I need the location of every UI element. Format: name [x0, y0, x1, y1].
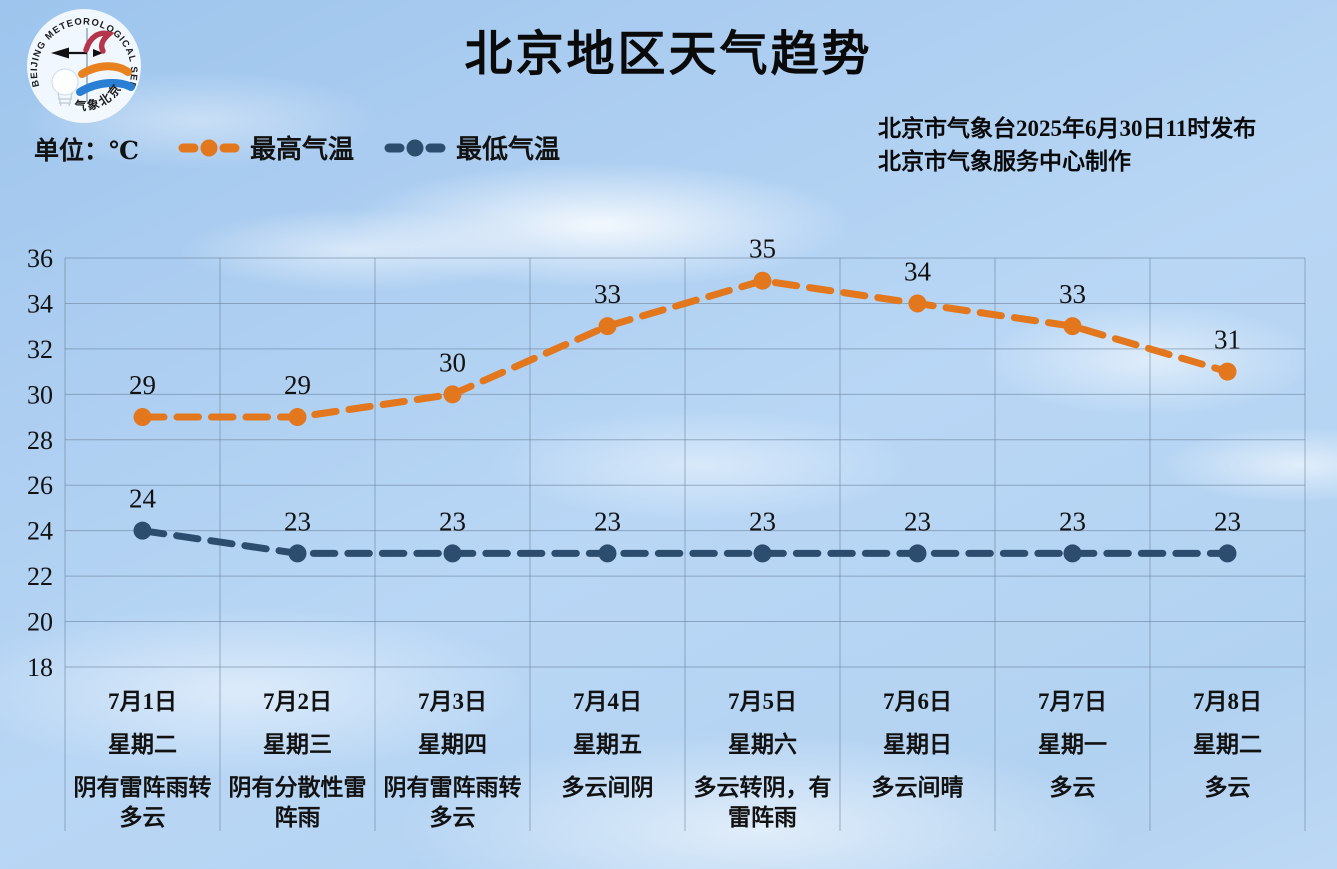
data-point	[443, 385, 462, 404]
x-date-label: 7月3日	[418, 689, 487, 714]
y-tick-label: 32	[27, 335, 53, 364]
radar-tower	[57, 92, 73, 107]
publisher-info: 北京市气象台2025年6月30日11时发布 北京市气象服务中心制作	[878, 112, 1256, 178]
x-date-label: 7月4日	[573, 689, 642, 714]
x-weather-label: 雷阵雨	[728, 804, 797, 830]
value-label: 29	[129, 370, 156, 400]
y-tick-label: 30	[27, 380, 53, 409]
x-weather-label: 多云	[120, 804, 166, 830]
x-weather-label: 多云转阴，有	[694, 774, 832, 800]
x-weather-label: 阴有雷阵雨转	[74, 774, 212, 800]
unit-label: 单位：℃	[34, 138, 139, 165]
x-weekday-label: 星期日	[883, 732, 952, 757]
publisher-line-issued: 北京市气象台2025年6月30日11时发布	[878, 116, 1257, 141]
value-label: 33	[594, 279, 621, 309]
beijing-meteorological-service-logo: BEIJING METEOROLOGICAL SERVICE 气象北京	[20, 0, 144, 126]
y-tick-label: 34	[27, 289, 53, 318]
legend-item-min-temp: 最低气温	[384, 129, 560, 166]
value-label: 31	[1214, 325, 1241, 355]
value-label: 23	[904, 506, 931, 536]
data-point	[753, 271, 772, 290]
x-weekday-label: 星期四	[418, 732, 487, 757]
value-label: 35	[749, 234, 776, 264]
x-weekday-label: 星期三	[263, 732, 332, 757]
data-point	[1218, 362, 1237, 381]
value-label: 23	[594, 506, 621, 536]
value-label: 33	[1059, 279, 1086, 309]
y-tick-label: 22	[27, 562, 53, 591]
legend-label-max-temp: 最高气温	[250, 135, 355, 164]
x-weather-label: 多云间晴	[872, 774, 964, 800]
x-date-label: 7月8日	[1193, 689, 1262, 714]
value-label: 29	[284, 370, 311, 400]
y-tick-label: 20	[27, 608, 53, 637]
max-temp-line	[139, 277, 1231, 421]
data-point	[1063, 544, 1082, 563]
data-point	[288, 408, 307, 427]
data-point	[443, 544, 462, 563]
publisher-line-produced: 北京市气象服务中心制作	[878, 149, 1131, 174]
legend-label-min-temp: 最低气温	[456, 135, 561, 164]
x-weekday-label: 星期五	[573, 732, 642, 757]
wind-vane-icon	[51, 47, 69, 59]
logo-ribbon-red	[83, 30, 115, 54]
y-tick-label: 18	[27, 653, 53, 682]
x-date-label: 7月6日	[883, 689, 952, 714]
x-date-label: 7月7日	[1038, 689, 1107, 714]
y-tick-label: 24	[27, 517, 53, 546]
logo-ribbon-orange	[78, 62, 132, 78]
value-label: 30	[439, 347, 466, 377]
min-temp-line-marker-icon	[384, 139, 446, 156]
value-label: 23	[1214, 506, 1241, 536]
data-point	[908, 294, 927, 313]
value-label: 23	[1059, 506, 1086, 536]
logo-badge-icon: BEIJING METEOROLOGICAL SERVICE 气象北京	[20, 0, 141, 123]
legend-item-max-temp: 最高气温	[178, 129, 354, 166]
x-weekday-label: 星期一	[1038, 732, 1107, 757]
value-label: 23	[439, 506, 466, 536]
x-weekday-label: 星期六	[728, 732, 797, 757]
chart-legend: 最高气温 最低气温	[178, 129, 560, 166]
radar-dome-icon	[51, 68, 79, 96]
value-label: 24	[129, 484, 157, 514]
data-point	[288, 544, 307, 563]
min-temp-line	[139, 527, 1231, 557]
logo-circle	[27, 9, 141, 123]
x-weather-label: 阴有雷阵雨转	[384, 774, 522, 800]
value-label: 23	[284, 506, 311, 536]
data-point	[598, 544, 617, 563]
y-tick-label: 36	[27, 244, 53, 273]
x-weekday-label: 星期二	[1193, 732, 1262, 757]
x-weather-label: 阵雨	[275, 804, 321, 830]
data-point	[753, 544, 772, 563]
legend-dot	[200, 139, 218, 156]
x-date-label: 7月2日	[263, 689, 332, 714]
x-weather-label: 多云	[430, 804, 476, 830]
y-tick-label: 26	[27, 471, 53, 500]
logo-ribbon-blue	[76, 79, 135, 96]
data-point	[908, 544, 927, 563]
value-label: 23	[749, 506, 776, 536]
y-tick-label: 28	[27, 426, 53, 455]
x-weather-label: 多云	[1205, 774, 1251, 800]
data-point	[598, 317, 617, 336]
legend-dot	[406, 139, 424, 156]
data-point	[1063, 317, 1082, 336]
x-weather-label: 多云	[1050, 774, 1096, 800]
max-temp-line-marker-icon	[178, 139, 240, 156]
x-date-label: 7月5日	[728, 689, 797, 714]
x-date-label: 7月1日	[108, 689, 177, 714]
x-weather-label: 多云间阴	[562, 774, 654, 800]
page-title: 北京地区天气趋势	[464, 28, 873, 81]
x-weekday-label: 星期二	[108, 732, 177, 757]
value-label: 34	[904, 256, 932, 286]
x-weather-label: 阴有分散性雷	[229, 774, 367, 800]
data-point	[133, 521, 152, 540]
data-point	[1218, 544, 1237, 563]
wind-arrow-icon	[93, 49, 103, 57]
data-point	[133, 408, 152, 427]
